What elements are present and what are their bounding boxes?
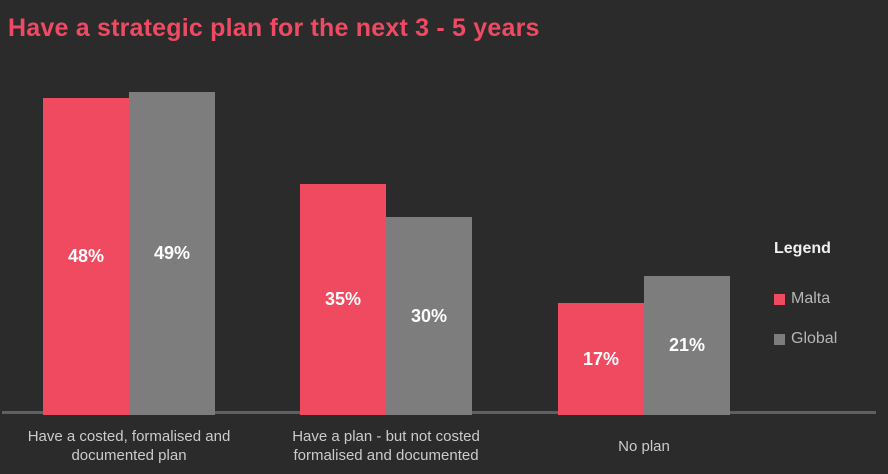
bar-value-label: 35% (324, 289, 362, 309)
bar-malta-1: 35% (300, 184, 386, 415)
bar-global-2: 21% (644, 276, 730, 415)
legend-item-global: Global (774, 330, 837, 348)
category-label-line: Have a costed, formalised and (27, 428, 231, 445)
chart-title: Have a strategic plan for the next 3 - 5… (8, 14, 540, 42)
legend-title: Legend (774, 240, 831, 257)
bar-value-label: 49% (153, 243, 191, 263)
legend: Legend Malta Global (774, 240, 837, 370)
bar-value-label: 17% (582, 348, 620, 369)
bar-global-1: 30% (386, 217, 472, 415)
legend-items: Malta Global (774, 290, 837, 348)
bar-value-label: 21% (668, 335, 706, 355)
category-label-2: No plan (509, 424, 779, 468)
bar-malta-0: 48% (43, 98, 129, 415)
category-label-line: No plan (618, 437, 670, 455)
legend-item-label: Malta (791, 290, 831, 307)
category-label-line: documented plan (71, 447, 187, 464)
bar-malta-2: 17% (558, 303, 644, 415)
bar-value-label: 48% (67, 246, 105, 266)
legend-swatch-icon (774, 293, 785, 305)
bar-global-0: 49% (129, 92, 215, 415)
bar-value-label: 30% (410, 305, 448, 326)
legend-item-label: Global (791, 330, 838, 347)
category-label-line: formalised and documented (293, 447, 479, 464)
category-label-line: Have a plan - but not costed (292, 428, 480, 445)
category-label-1: Have a plan - but not costed formalised a… (251, 424, 521, 468)
legend-swatch-icon (774, 333, 785, 345)
legend-item-malta: Malta (774, 290, 837, 308)
category-label-0: Have a costed, formalised and documented … (0, 424, 264, 468)
